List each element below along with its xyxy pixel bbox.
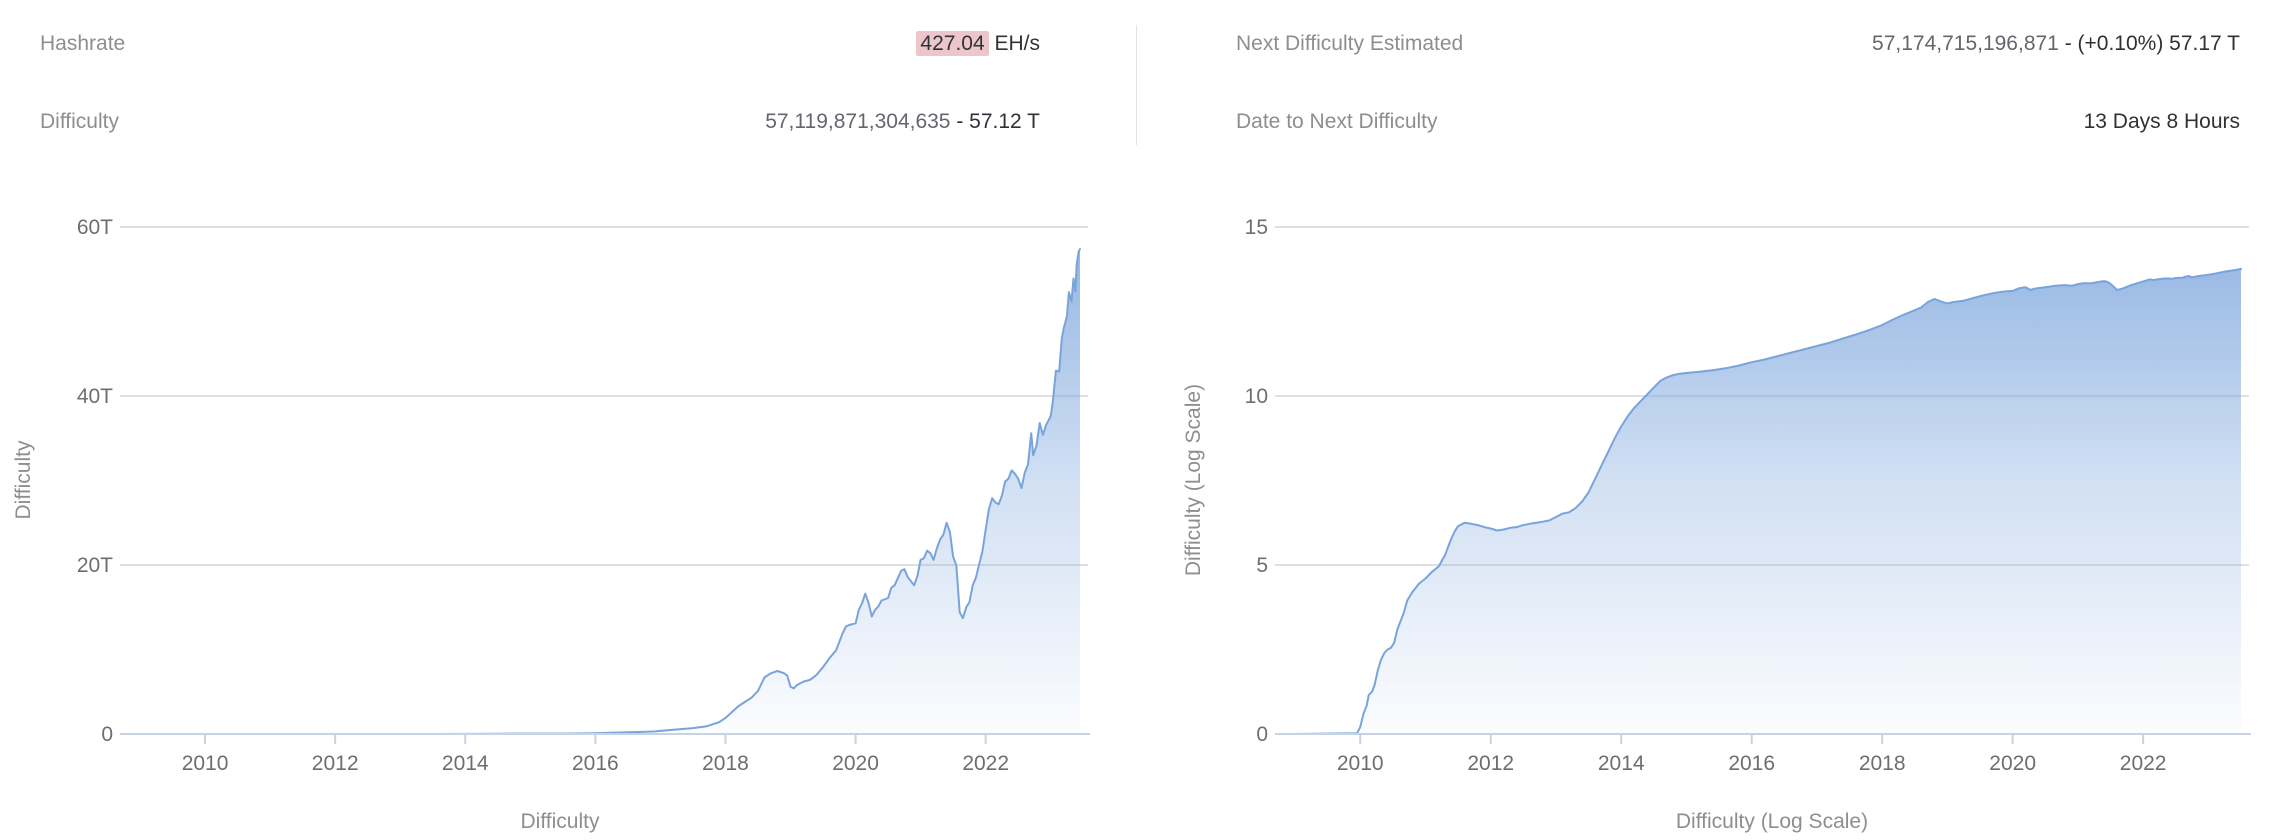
y-axis-title: Difficulty [12, 440, 35, 519]
next-difficulty-value: 57,174,715,196,871 - (+0.10%) 57.17 T [1872, 30, 2240, 57]
next-difficulty-panel: Next Difficulty Estimated 57,174,715,196… [1236, 0, 2240, 150]
x-tick-label: 2022 [2120, 752, 2167, 775]
y-tick-label: 0 [1256, 723, 1268, 746]
x-tick-label: 2014 [1598, 752, 1645, 775]
hashrate-difficulty-panel: Hashrate 427.04 EH/s Difficulty 57,119,8… [40, 0, 1040, 150]
x-tick-label: 2010 [182, 752, 229, 775]
x-tick-label: 2022 [962, 752, 1009, 775]
x-tick-label: 2018 [702, 752, 749, 775]
x-tick-label: 2018 [1859, 752, 1906, 775]
x-tick-label: 2012 [312, 752, 359, 775]
x-axis-title: Difficulty (Log Scale) [1676, 810, 1868, 833]
hashrate-label: Hashrate [40, 32, 126, 55]
date-to-next-row: Date to Next Difficulty 13 Days 8 Hours [1236, 108, 2240, 135]
hashrate-unit: EH/s [988, 32, 1040, 55]
x-tick-label: 2014 [442, 752, 489, 775]
difficulty-value: 57,119,871,304,635 - 57.12 T [765, 108, 1040, 135]
series-area-fill [140, 249, 1080, 734]
next-difficulty-raw: 57,174,715,196,871 [1872, 32, 2059, 55]
header-divider [1136, 25, 1137, 145]
difficulty-raw: 57,119,871,304,635 [765, 110, 951, 133]
series-line [1294, 267, 2242, 735]
series-area-fill [1295, 268, 2241, 734]
y-tick-label: 60T [77, 216, 113, 239]
next-difficulty-label: Next Difficulty Estimated [1236, 32, 1464, 55]
x-tick-label: 2020 [832, 752, 879, 775]
x-tick-label: 2016 [572, 752, 619, 775]
y-tick-label: 15 [1245, 216, 1268, 239]
hashrate-highlight: 427.04 [916, 31, 989, 56]
difficulty-short: - 57.12 T [950, 110, 1040, 133]
y-tick-label: 40T [77, 385, 113, 408]
difficulty-label: Difficulty [40, 110, 119, 133]
next-difficulty-row: Next Difficulty Estimated 57,174,715,196… [1236, 30, 2240, 57]
y-axis-title: Difficulty (Log Scale) [1182, 384, 1205, 576]
date-to-next-label: Date to Next Difficulty [1236, 110, 1438, 133]
difficulty-log-chart[interactable]: 2010 2012 2014 2016 2018 2020 2022 0 5 10 15 Diffic… [1182, 216, 2251, 833]
x-tick-label: 2010 [1337, 752, 1384, 775]
x-tick-label: 2012 [1467, 752, 1514, 775]
x-tick-label: 2020 [1989, 752, 2036, 775]
y-tick-label: 5 [1256, 554, 1268, 577]
y-tick-label: 20T [77, 554, 113, 577]
hashrate-row: Hashrate 427.04 EH/s [40, 30, 1040, 57]
y-tick-label: 0 [101, 723, 113, 746]
hashrate-value: 427.04 EH/s [916, 30, 1040, 57]
x-tick-label: 2016 [1728, 752, 1775, 775]
date-to-next-value: 13 Days 8 Hours [2083, 110, 2240, 133]
next-difficulty-short: - (+0.10%) 57.17 T [2058, 32, 2240, 55]
y-tick-label: 10 [1245, 385, 1268, 408]
series-line [139, 248, 1081, 735]
difficulty-row: Difficulty 57,119,871,304,635 - 57.12 T [40, 108, 1040, 135]
difficulty-linear-chart[interactable]: 2010 2012 2014 2016 2018 2020 2022 0 20T 40T 60T Di… [12, 216, 1090, 833]
x-axis-title: Difficulty [521, 810, 600, 833]
